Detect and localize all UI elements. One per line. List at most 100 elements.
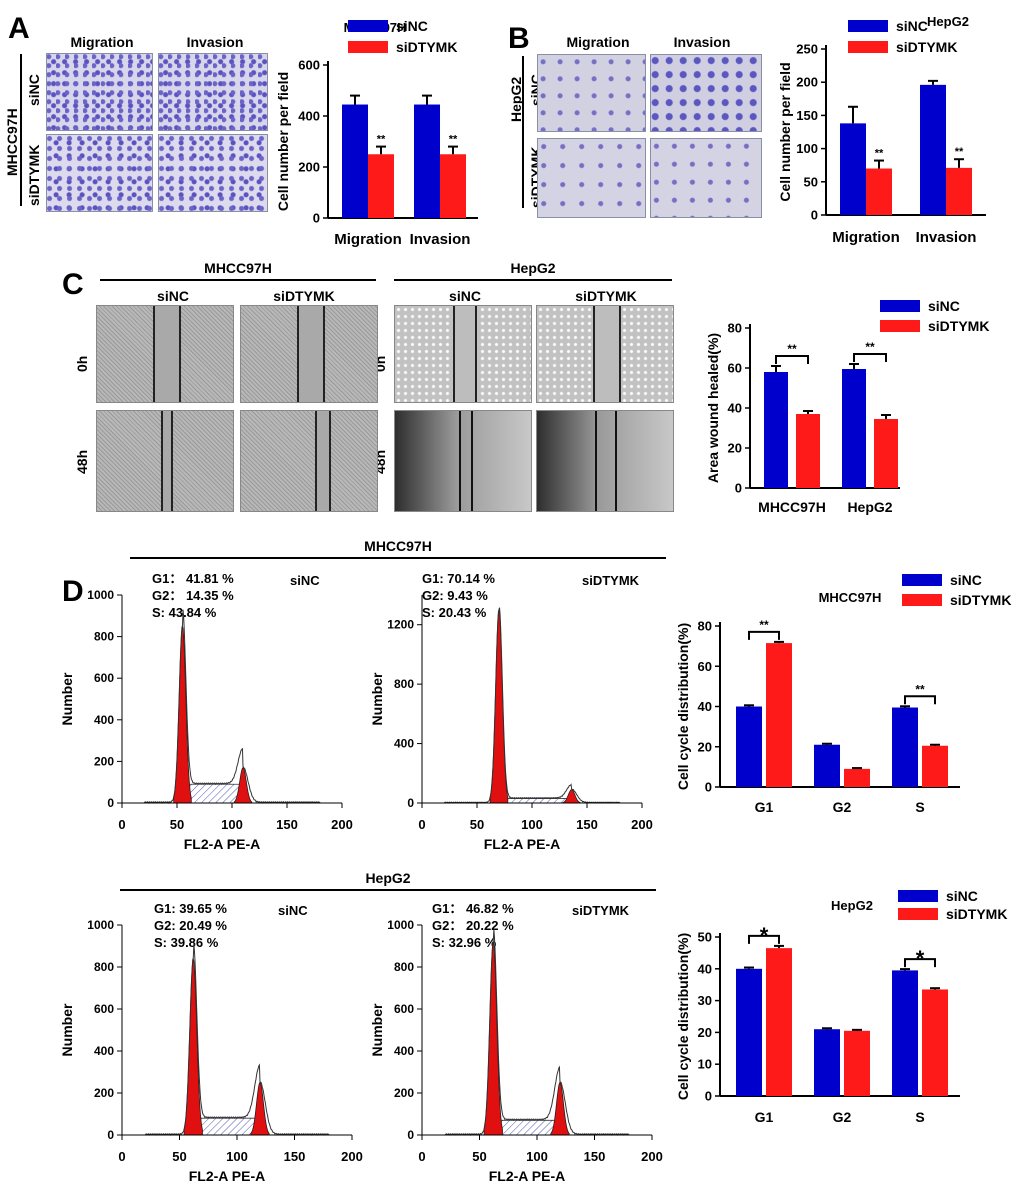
bar-sidtymk-migration bbox=[866, 168, 892, 215]
flow-y-tick-label: 200 bbox=[94, 754, 114, 768]
micrograph-a-sinc-invasion bbox=[158, 53, 268, 131]
x-category-label: Migration bbox=[832, 229, 900, 246]
y-axis-title: Cell number per field bbox=[777, 62, 793, 201]
y-tick-label: 20 bbox=[698, 739, 712, 754]
error-bar-cap bbox=[822, 742, 832, 745]
y-tick-label: 250 bbox=[796, 42, 818, 57]
flow-x-tick-label: 100 bbox=[221, 817, 243, 832]
flow-stat-line: G2： 14.35 % bbox=[152, 588, 234, 603]
legend-label-sinc: siNC bbox=[928, 298, 960, 314]
bar-sinc-s bbox=[892, 970, 918, 1096]
y-tick-label: 20 bbox=[728, 441, 742, 456]
y-tick-label: 40 bbox=[728, 401, 742, 416]
chart-d-hepg2-bar: HepG2 siNC siDTYMK 0 10 20 30 40 50 Cell cycle di… bbox=[675, 888, 1007, 1125]
bar-sidtymk-s bbox=[922, 989, 948, 1096]
chart-title: HepG2 bbox=[831, 898, 873, 913]
y-tick-label: 0 bbox=[313, 211, 320, 226]
y-tick-label: 400 bbox=[298, 109, 320, 124]
significance-marker: ** bbox=[955, 146, 964, 158]
x-category-label: G1 bbox=[755, 799, 774, 815]
error-bar-cap bbox=[744, 704, 754, 707]
panel-c-group-rule-mhcc97h bbox=[100, 279, 376, 281]
panel-c-time-48h-left: 48h bbox=[74, 449, 90, 474]
flow-stat-line: S: 43.84 % bbox=[152, 605, 217, 620]
y-tick-label: 600 bbox=[298, 58, 320, 73]
flow-y-tick-label: 1000 bbox=[387, 918, 414, 932]
y-tick-label: 80 bbox=[728, 321, 742, 336]
flow-x-tick-label: 200 bbox=[631, 817, 653, 832]
error-bar-cap bbox=[874, 159, 884, 162]
significance-bracket bbox=[775, 355, 809, 364]
flow-y-tick-label: 600 bbox=[94, 1002, 114, 1016]
x-category-label: HepG2 bbox=[847, 499, 892, 515]
flow-y-tick-label: 1000 bbox=[87, 588, 114, 602]
panel-c-group-title-hepg2: HepG2 bbox=[510, 260, 556, 276]
panel-a-side-rule bbox=[20, 54, 22, 206]
s-phase-region bbox=[498, 798, 572, 804]
panel-c-letter: C bbox=[62, 268, 84, 301]
legend-swatch-sidtymk bbox=[902, 594, 942, 606]
flow-stat-line: S: 32.96 % bbox=[432, 935, 497, 950]
error-bar-cap bbox=[852, 1028, 862, 1031]
error-bar-cap bbox=[849, 363, 859, 365]
legend-label-sidtymk: siDTYMK bbox=[896, 39, 957, 55]
bar-sidtymk-invasion bbox=[946, 167, 972, 215]
error-bar-cap bbox=[954, 158, 964, 161]
error-bar bbox=[885, 415, 887, 419]
flow-sample-label: siNC bbox=[278, 903, 308, 918]
legend-swatch-sinc bbox=[902, 574, 942, 586]
flow-x-tick-label: 50 bbox=[172, 1149, 186, 1164]
flow-stat-line: S: 39.86 % bbox=[154, 935, 219, 950]
error-bar-cap bbox=[771, 365, 781, 367]
error-bar-cap bbox=[930, 743, 940, 746]
panel-a-col-header-invasion: Invasion bbox=[186, 34, 244, 50]
flow-sample-label: siDTYMK bbox=[572, 903, 630, 918]
legend-swatch-sidtymk bbox=[348, 41, 388, 53]
flow-stat-line: G1： 41.81 % bbox=[152, 571, 234, 586]
error-bar bbox=[452, 146, 454, 155]
error-bar-cap bbox=[848, 105, 858, 108]
scratch-gap bbox=[459, 411, 473, 511]
histogram-envelope bbox=[144, 943, 330, 1136]
scratch-gap bbox=[315, 411, 331, 511]
scratch-mhcc97h-sidtymk-0h bbox=[240, 305, 378, 403]
flow-x-tick-label: 100 bbox=[521, 817, 543, 832]
y-axis-title: Cell cycle distribution(%) bbox=[675, 623, 691, 790]
panel-d-title-mhcc97h: MHCC97H bbox=[364, 538, 432, 554]
y-tick-label: 80 bbox=[698, 619, 712, 634]
scratch-hepg2-sinc-0h bbox=[394, 305, 532, 403]
bar-sinc-g1 bbox=[736, 706, 762, 787]
flow-x-tick-label: 0 bbox=[118, 1149, 125, 1164]
bar-sinc-mhcc97h bbox=[764, 372, 788, 488]
flow-histogram-mhcc97h-sinc: G1： 41.81 % G2： 14.35 % S: 43.84 % siNC 0 200… bbox=[59, 571, 353, 852]
flow-y-tick-label: 0 bbox=[107, 796, 114, 810]
error-bar-cap bbox=[852, 767, 862, 770]
bar-sidtymk-invasion bbox=[440, 154, 466, 218]
panel-c-col-sinc-2: siNC bbox=[449, 288, 481, 304]
flow-x-tick-label: 0 bbox=[118, 817, 125, 832]
significance-bracket bbox=[748, 630, 780, 640]
error-bar-cap bbox=[928, 79, 938, 82]
flow-y-tick-label: 0 bbox=[107, 1128, 114, 1142]
flow-stat-line: G1: 39.65 % bbox=[154, 901, 227, 916]
legend-swatch-sidtymk bbox=[880, 320, 920, 332]
s-phase-region bbox=[192, 1117, 261, 1136]
s-phase-region bbox=[492, 1119, 561, 1136]
error-bar-cap bbox=[822, 1027, 832, 1030]
legend-label-sidtymk: siDTYMK bbox=[950, 592, 1011, 608]
flow-stat-line: G2: 9.43 % bbox=[422, 588, 488, 603]
panel-b-col-header-migration: Migration bbox=[566, 34, 630, 50]
flow-x-tick-label: 100 bbox=[226, 1149, 248, 1164]
y-tick-label: 30 bbox=[698, 993, 712, 1008]
flow-y-tick-label: 800 bbox=[94, 630, 114, 644]
flow-x-tick-label: 50 bbox=[472, 1149, 486, 1164]
bar-sidtymk-g1 bbox=[766, 643, 792, 787]
flow-x-tick-label: 150 bbox=[584, 1149, 606, 1164]
panel-c-group-rule-hepg2 bbox=[394, 279, 672, 281]
scratch-gap bbox=[595, 411, 617, 511]
micrograph-b-sidtymk-invasion bbox=[650, 138, 762, 218]
error-bar-cap bbox=[422, 94, 432, 97]
significance-marker: * bbox=[760, 923, 769, 948]
flow-x-tick-label: 200 bbox=[641, 1149, 663, 1164]
error-bar-cap bbox=[376, 145, 386, 148]
